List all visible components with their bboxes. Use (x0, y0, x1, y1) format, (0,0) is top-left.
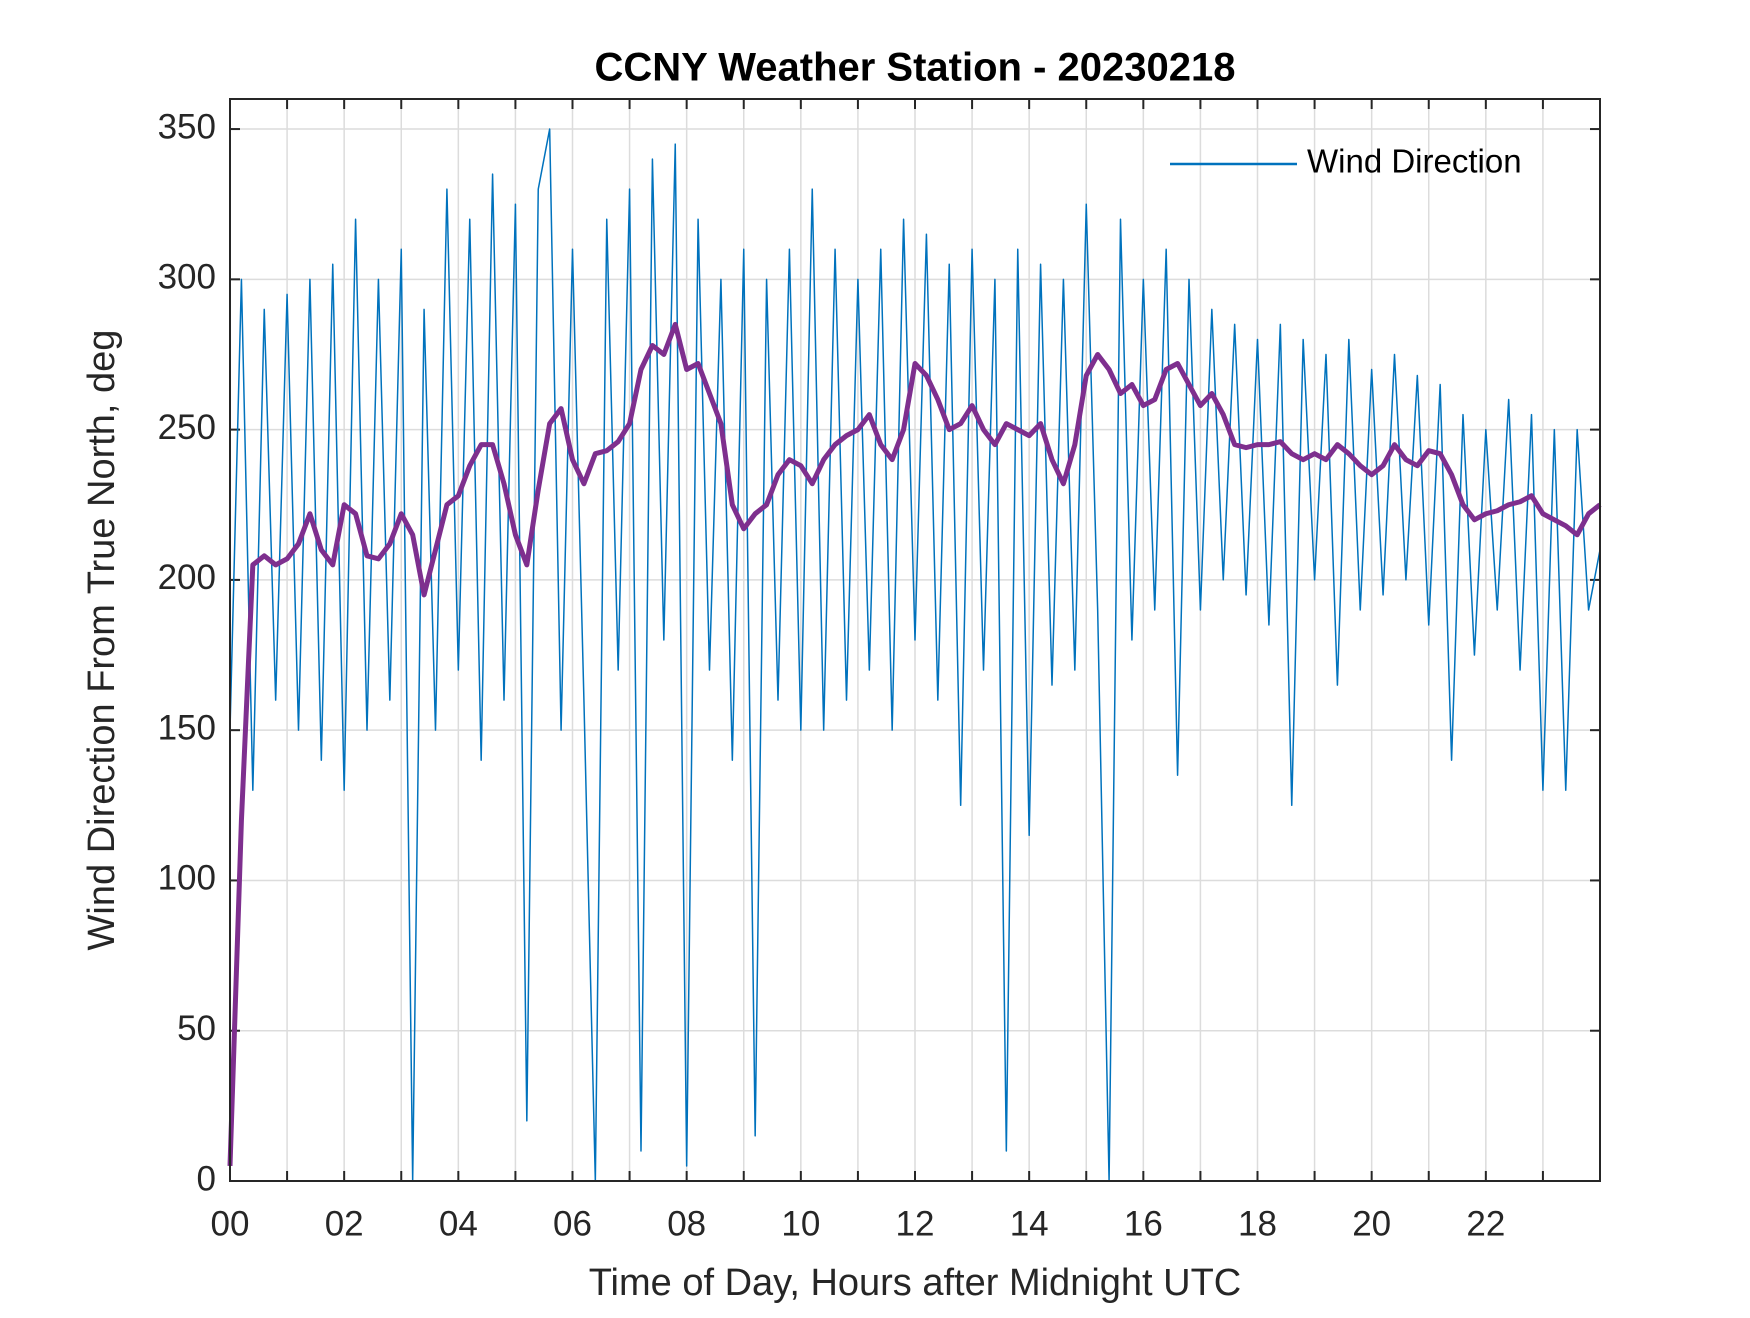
x-axis-label: Time of Day, Hours after Midnight UTC (589, 1262, 1242, 1304)
y-tick-label: 50 (177, 1009, 216, 1048)
x-tick-label: 16 (1124, 1204, 1163, 1243)
y-tick-label: 150 (158, 708, 216, 747)
axes-box (229, 98, 1601, 1182)
legend-label: Wind Direction (1307, 143, 1522, 180)
y-axis-label: Wind Direction From True North, deg (81, 330, 123, 951)
x-tick-label: 10 (781, 1204, 820, 1243)
x-tick-label: 14 (1010, 1204, 1049, 1243)
chart-title: CCNY Weather Station - 20230218 (595, 46, 1236, 90)
data-line (229, 128, 1601, 1182)
x-tick-label: 12 (896, 1204, 935, 1243)
x-tick-label: 04 (439, 1204, 478, 1243)
x-tick-label: 02 (325, 1204, 364, 1243)
y-tick-label: 250 (158, 408, 216, 447)
y-tick-label: 300 (158, 258, 216, 297)
x-tick-label: 06 (553, 1204, 592, 1243)
y-tick-label: 100 (158, 859, 216, 898)
x-tick-label: 00 (211, 1204, 250, 1243)
x-tick-label: 22 (1466, 1204, 1505, 1243)
y-tick-label: 0 (197, 1159, 216, 1198)
x-tick-label: 18 (1238, 1204, 1277, 1243)
x-tick-label: 08 (667, 1204, 706, 1243)
data-line (227, 321, 1602, 1167)
y-tick-label: 200 (158, 558, 216, 597)
y-tick-label: 350 (158, 107, 216, 146)
x-tick-label: 20 (1352, 1204, 1391, 1243)
